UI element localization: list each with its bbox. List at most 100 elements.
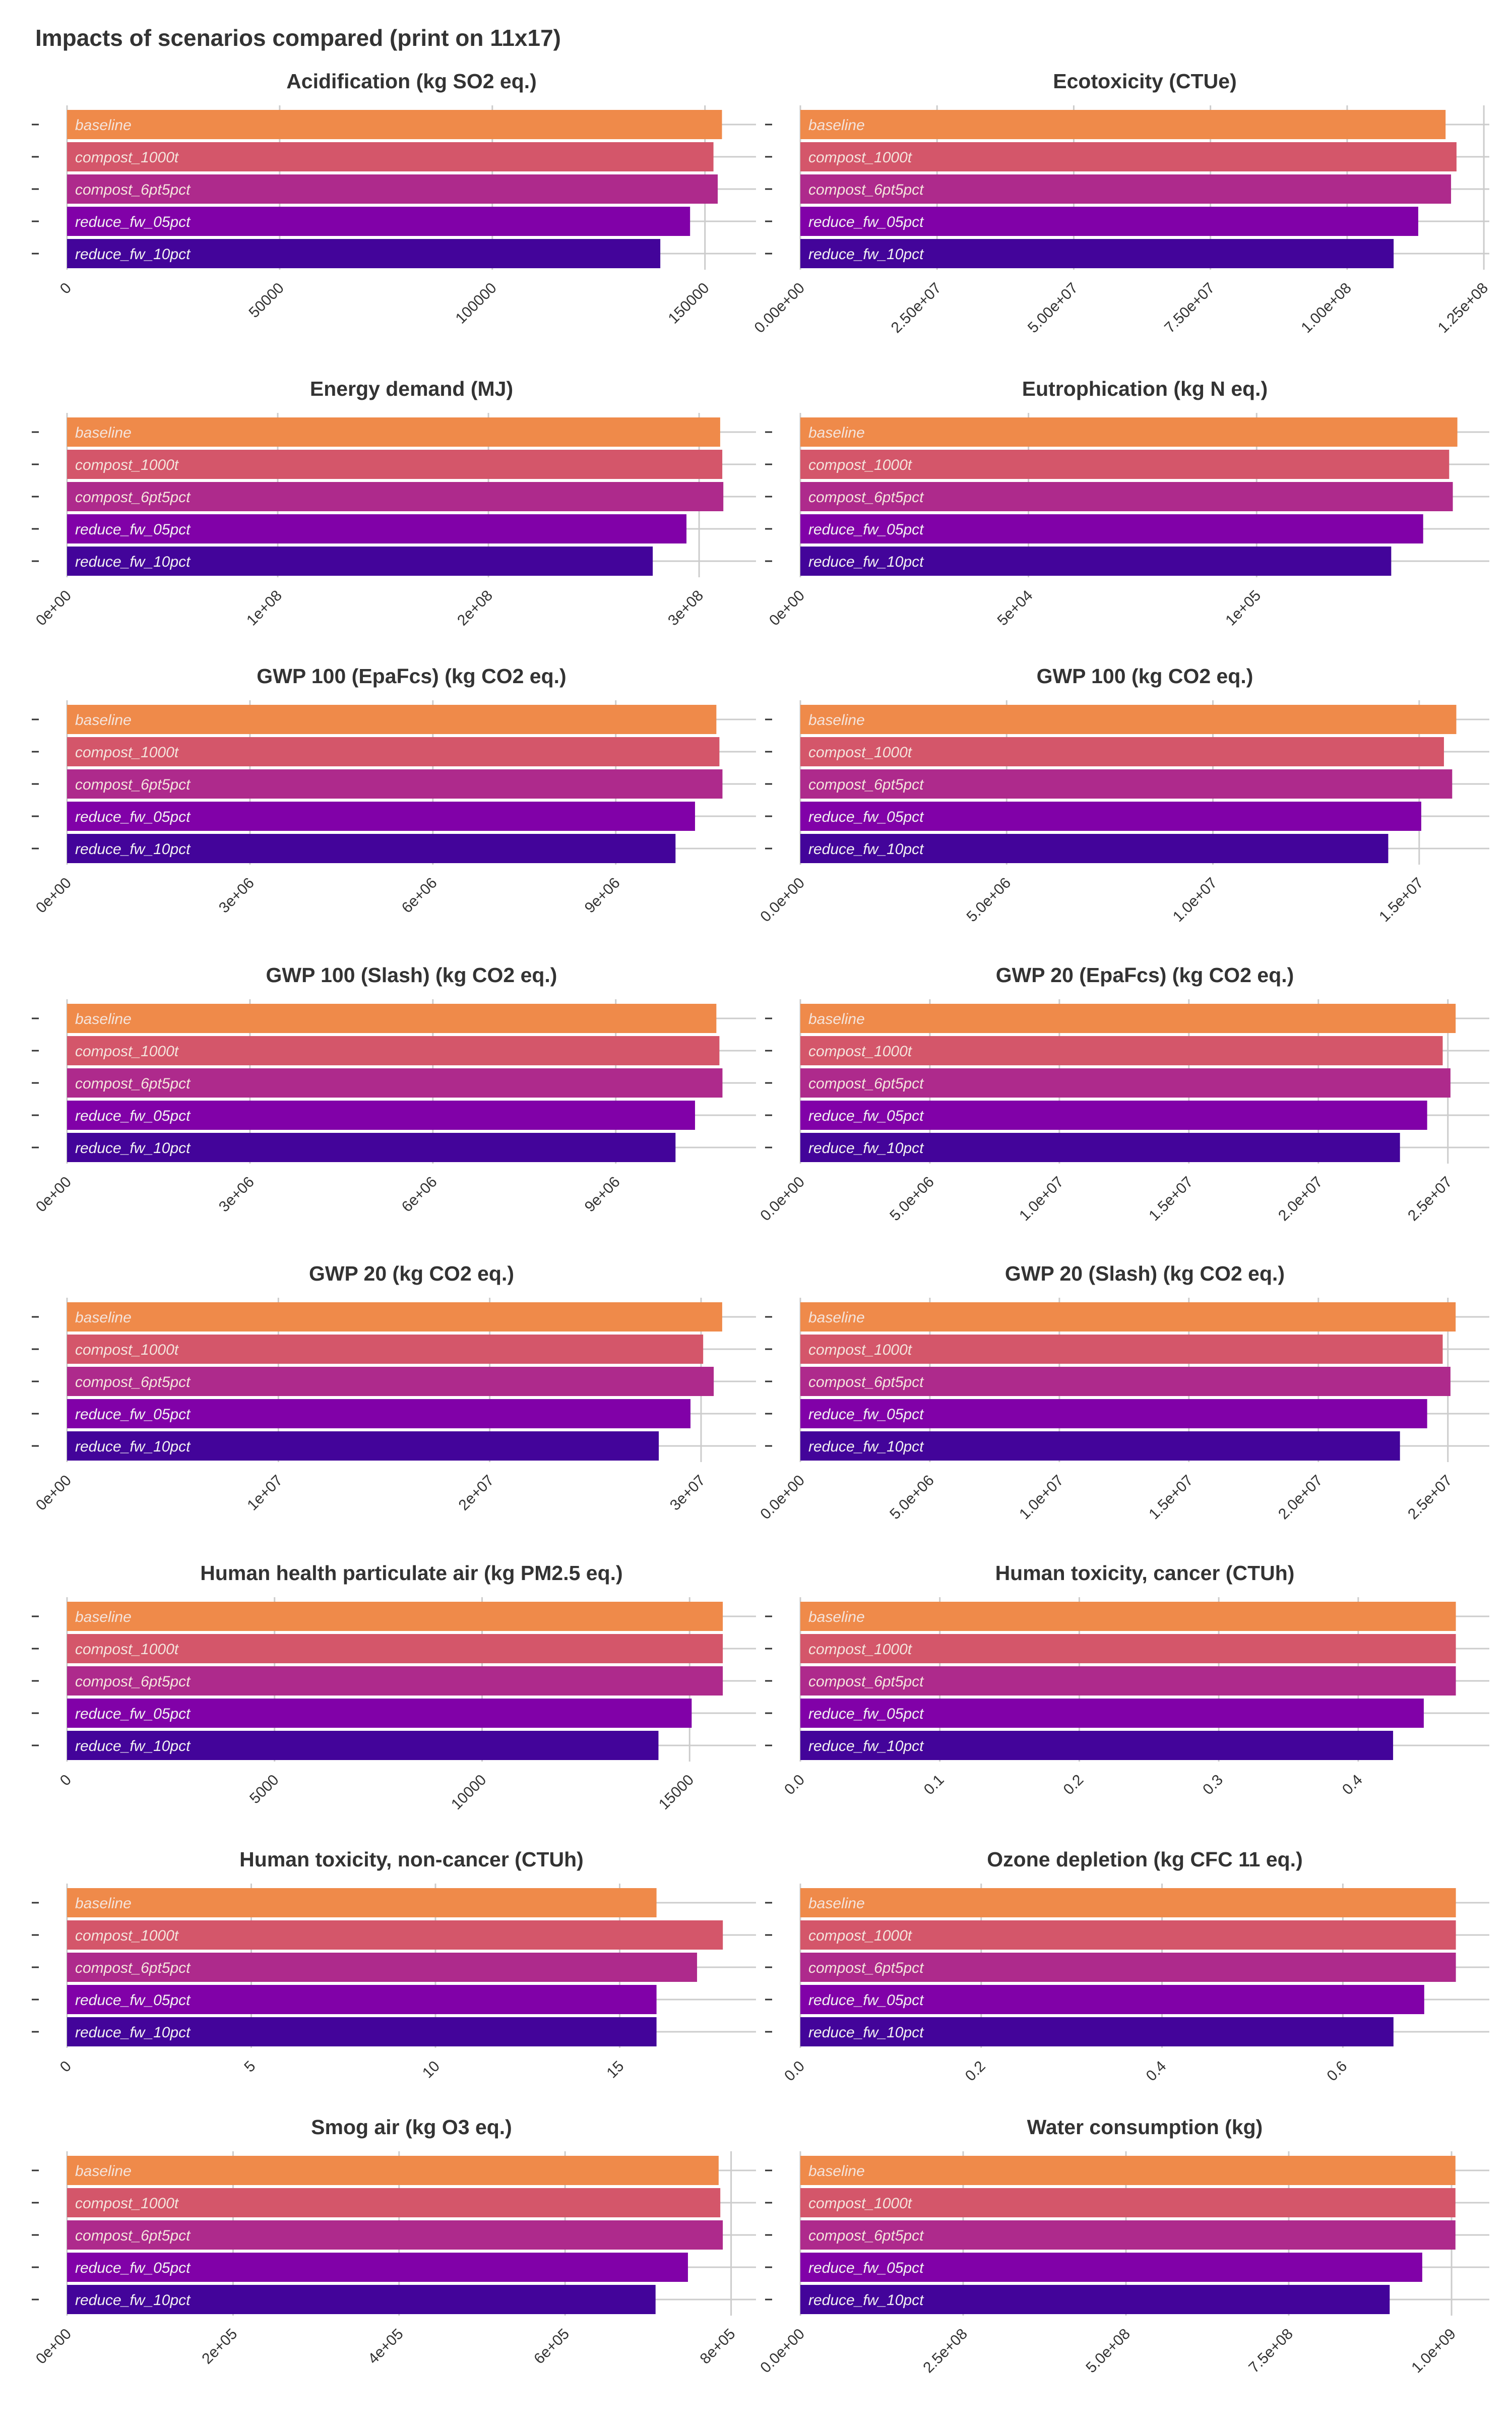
x-tick-label: 10 [419, 2058, 443, 2082]
bar-compost_6pt5pct [67, 1666, 723, 1696]
panel-title: GWP 100 (kg CO2 eq.) [1037, 664, 1253, 688]
chart-panel-8: GWP 20 (EpaFcs) (kg CO2 eq.) baseline comp… [757, 963, 1489, 1224]
x-tick-label: 1.5e+07 [1146, 1174, 1196, 1225]
bar-reduce_fw_05pct [800, 1985, 1424, 2014]
x-tick-label: 5.0e+06 [964, 875, 1015, 926]
x-tick-label: 3e+06 [216, 1174, 258, 1216]
bar-label-reduce_fw_10pct: reduce_fw_10pct [75, 246, 191, 263]
bar-label-reduce_fw_10pct: reduce_fw_10pct [75, 1738, 191, 1754]
x-tick-label: 0 [57, 280, 75, 297]
bar-compost_1000t [800, 2188, 1456, 2217]
chart-panel-14: Ozone depletion (kg CFC 11 eq.) baseline c… [765, 1848, 1489, 2084]
bar-compost_6pt5pct [67, 769, 723, 799]
bar-label-compost_6pt5pct: compost_6pt5pct [808, 1960, 924, 1976]
panel-title: Energy demand (MJ) [310, 377, 513, 400]
bar-label-reduce_fw_05pct: reduce_fw_05pct [808, 214, 924, 230]
x-tick-label: 6e+06 [399, 875, 440, 917]
chart-panel-6: GWP 100 (kg CO2 eq.) baseline compost_1000… [757, 664, 1489, 925]
bar-baseline [800, 2156, 1456, 2185]
panel-title: Acidification (kg SO2 eq.) [286, 70, 537, 93]
panel-title: Ecotoxicity (CTUe) [1053, 70, 1237, 93]
bar-label-baseline: baseline [808, 425, 865, 441]
bar-compost_6pt5pct [67, 1068, 723, 1098]
x-tick-label: 7.50e+07 [1161, 280, 1218, 336]
bar-label-compost_6pt5pct: compost_6pt5pct [808, 776, 924, 793]
x-tick-label: 0.0 [781, 1772, 808, 1798]
bar-label-baseline: baseline [75, 117, 132, 134]
bar-reduce_fw_05pct [67, 2253, 688, 2282]
x-tick-label: 9e+06 [582, 875, 623, 917]
bar-reduce_fw_10pct [800, 239, 1394, 268]
bar-label-reduce_fw_10pct: reduce_fw_10pct [808, 554, 924, 570]
bar-label-baseline: baseline [75, 1895, 132, 1912]
bar-reduce_fw_05pct [800, 1699, 1424, 1728]
bar-reduce_fw_10pct [800, 1133, 1400, 1162]
chart-panel-13: Human toxicity, non-cancer (CTUh) baselin… [32, 1848, 756, 2082]
bar-label-baseline: baseline [75, 2163, 132, 2180]
bar-baseline [800, 1888, 1456, 1917]
bar-compost_6pt5pct [800, 482, 1453, 511]
bar-compost_6pt5pct [800, 769, 1453, 799]
x-tick-label: 150000 [665, 280, 713, 327]
bar-label-baseline: baseline [808, 1309, 865, 1326]
bar-label-reduce_fw_10pct: reduce_fw_10pct [808, 1140, 924, 1157]
x-tick-label: 0.0e+00 [757, 1472, 808, 1523]
bar-baseline [67, 417, 720, 447]
bar-label-reduce_fw_10pct: reduce_fw_10pct [75, 841, 191, 858]
x-tick-label: 0 [57, 1772, 75, 1789]
bar-label-compost_1000t: compost_1000t [808, 1927, 913, 1944]
bar-compost_1000t [67, 1920, 723, 1950]
bar-label-reduce_fw_10pct: reduce_fw_10pct [75, 1140, 191, 1157]
bar-label-baseline: baseline [808, 2163, 865, 2180]
bar-label-reduce_fw_05pct: reduce_fw_05pct [75, 214, 191, 230]
bar-label-reduce_fw_05pct: reduce_fw_05pct [808, 1406, 924, 1423]
bar-compost_1000t [67, 450, 723, 479]
x-tick-label: 1.0e+07 [1016, 1174, 1067, 1225]
x-tick-label: 0e+00 [766, 587, 808, 629]
x-tick-label: 1.25e+08 [1435, 280, 1491, 336]
bar-label-reduce_fw_10pct: reduce_fw_10pct [75, 2292, 191, 2309]
bar-reduce_fw_10pct [67, 2017, 657, 2046]
x-tick-label: 0e+00 [33, 1174, 75, 1216]
chart-panel-12: Human toxicity, cancer (CTUh) baseline com… [765, 1561, 1489, 1798]
bar-reduce_fw_10pct [800, 2017, 1394, 2046]
bar-reduce_fw_05pct [800, 1399, 1427, 1428]
bar-reduce_fw_05pct [67, 207, 690, 236]
x-tick-label: 0.3 [1200, 1772, 1226, 1798]
bar-label-compost_6pt5pct: compost_6pt5pct [808, 489, 924, 506]
bar-label-baseline: baseline [75, 1309, 132, 1326]
x-tick-label: 10000 [448, 1772, 489, 1813]
x-tick-label: 0.00e+00 [751, 280, 808, 336]
bar-label-reduce_fw_10pct: reduce_fw_10pct [75, 554, 191, 570]
bar-label-reduce_fw_05pct: reduce_fw_05pct [808, 2260, 924, 2276]
x-tick-label: 2e+07 [456, 1472, 497, 1514]
bar-label-compost_6pt5pct: compost_6pt5pct [75, 1075, 191, 1092]
chart-panel-16: Water consumption (kg) baseline compost_10… [757, 2115, 1489, 2376]
bar-label-reduce_fw_05pct: reduce_fw_05pct [75, 2260, 191, 2276]
bar-compost_6pt5pct [67, 1367, 714, 1396]
panel-title: Smog air (kg O3 eq.) [311, 2115, 512, 2139]
bar-reduce_fw_10pct [800, 1731, 1394, 1760]
bar-compost_6pt5pct [800, 1367, 1451, 1396]
chart-panel-2: Ecotoxicity (CTUe) baseline compost_1000tc… [751, 70, 1492, 336]
bar-compost_6pt5pct [800, 174, 1452, 204]
x-tick-label: 0e+00 [33, 1472, 75, 1514]
bar-compost_6pt5pct [67, 174, 718, 204]
bar-reduce_fw_05pct [67, 802, 696, 831]
x-tick-label: 1.0e+07 [1016, 1472, 1067, 1523]
x-tick-label: 1e+07 [244, 1472, 286, 1514]
bar-reduce_fw_10pct [800, 547, 1392, 576]
bar-label-compost_1000t: compost_1000t [808, 457, 913, 473]
bar-baseline [800, 1004, 1456, 1033]
bar-reduce_fw_10pct [67, 547, 653, 576]
bar-compost_1000t [800, 450, 1450, 479]
bar-reduce_fw_10pct [67, 834, 676, 863]
x-tick-label: 2.50e+07 [888, 280, 944, 336]
bar-label-compost_1000t: compost_1000t [808, 1043, 913, 1060]
x-tick-label: 0e+00 [33, 875, 75, 917]
bar-label-compost_6pt5pct: compost_6pt5pct [808, 1075, 924, 1092]
bar-label-baseline: baseline [808, 1011, 865, 1027]
panel-title: Human toxicity, non-cancer (CTUh) [239, 1848, 584, 1871]
bar-baseline [67, 1888, 657, 1917]
x-tick-label: 0.4 [1339, 1772, 1366, 1798]
